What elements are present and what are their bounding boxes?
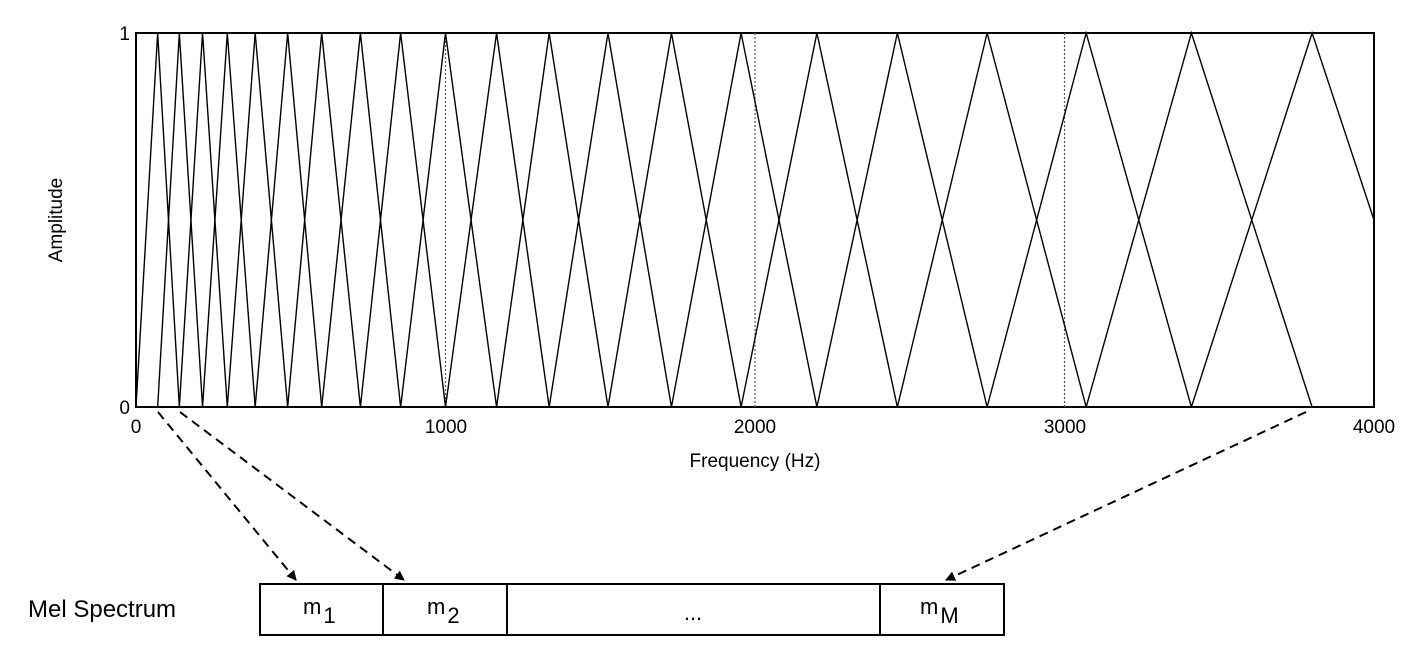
mel-cell-mM-sub: M bbox=[940, 603, 958, 628]
filter-triangle-17 bbox=[816, 32, 988, 408]
mel-cell-mM: mM bbox=[920, 594, 959, 628]
mel-spectrum-vector: m1 m2 ... mM bbox=[259, 583, 1005, 636]
filter-triangle-2 bbox=[156, 32, 204, 408]
filter-triangle-18 bbox=[896, 32, 1087, 408]
arrow-to-mM bbox=[945, 411, 1307, 581]
x-tick-label-3000: 3000 bbox=[1044, 417, 1086, 438]
mel-cell-ellipsis: ... bbox=[684, 600, 702, 625]
filter-triangle-11 bbox=[444, 32, 550, 408]
filter-triangle-9 bbox=[359, 32, 447, 408]
arrow-to-m2 bbox=[179, 411, 405, 581]
mel-cell-m2: m2 bbox=[427, 594, 460, 628]
mel-cell-m2-sub: 2 bbox=[447, 603, 459, 628]
filter-triangle-3 bbox=[178, 32, 229, 408]
filter-triangle-10 bbox=[399, 32, 498, 408]
filter-triangle-8 bbox=[321, 32, 402, 408]
x-tick-label-2000: 2000 bbox=[734, 417, 776, 438]
mel-spectrum-box bbox=[259, 583, 1005, 636]
reference-lines bbox=[444, 33, 1066, 407]
mel-cell-m1-sub: 1 bbox=[323, 603, 335, 628]
y-tick-label-0: 0 bbox=[119, 398, 130, 419]
y-tick-label-1: 1 bbox=[119, 24, 130, 45]
filter-triangle-4 bbox=[201, 32, 256, 408]
mel-cell-mM-main: m bbox=[920, 594, 938, 619]
filter-triangle-20 bbox=[1085, 31, 1313, 408]
mel-cell-m2-main: m bbox=[427, 594, 445, 619]
x-tick-label-4000: 4000 bbox=[1353, 417, 1395, 438]
filter-triangle-15 bbox=[670, 32, 818, 408]
mel-cell-m1-main: m bbox=[303, 594, 321, 619]
filter-triangle-12 bbox=[495, 32, 609, 408]
y-axis-title: Amplitude bbox=[46, 178, 67, 263]
triangular-filters bbox=[136, 31, 1374, 408]
filter-triangle-16 bbox=[740, 32, 899, 408]
x-tick-label-1000: 1000 bbox=[425, 417, 467, 438]
filter-triangle-19 bbox=[986, 31, 1193, 408]
filter-triangle-13 bbox=[548, 32, 673, 408]
filter-triangle-1 bbox=[136, 32, 181, 408]
filter-triangle-14 bbox=[607, 32, 742, 408]
mel-cell-m1: m1 bbox=[303, 594, 336, 628]
filter-triangle-7 bbox=[286, 32, 362, 408]
mel-spectrum-label: Mel Spectrum bbox=[28, 596, 176, 623]
filter-triangle-6 bbox=[254, 32, 323, 408]
filter-triangle-21 bbox=[1190, 31, 1374, 408]
x-tick-label-0: 0 bbox=[131, 417, 142, 438]
arrow-to-m1 bbox=[157, 411, 297, 581]
filter-triangle-5 bbox=[226, 32, 289, 408]
x-axis-title: Frequency (Hz) bbox=[690, 451, 821, 472]
